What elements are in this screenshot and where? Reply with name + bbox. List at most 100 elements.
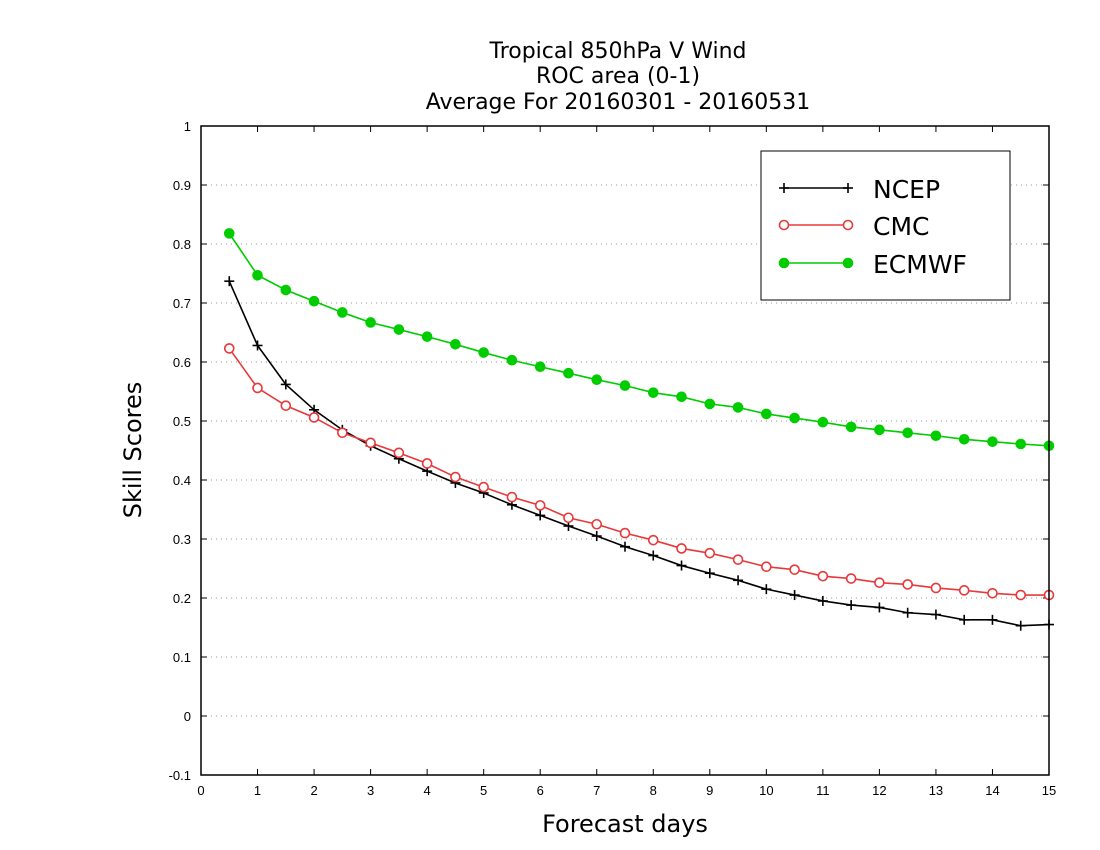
y-tick-label: 0.6 bbox=[173, 355, 191, 370]
y-tick-label: 0.7 bbox=[173, 296, 191, 311]
x-tick-label: 11 bbox=[816, 783, 830, 798]
data-point-cmc bbox=[223, 343, 235, 354]
data-point-ncep bbox=[930, 609, 941, 620]
data-point-ncep bbox=[224, 276, 235, 287]
data-point-cmc bbox=[308, 412, 320, 423]
x-tick-label: 5 bbox=[480, 783, 487, 798]
x-tick-label: 10 bbox=[759, 783, 773, 798]
data-point-ecmwf bbox=[280, 284, 292, 296]
data-point-cmc bbox=[761, 561, 772, 573]
data-point-ecmwf bbox=[563, 367, 574, 379]
data-point-ecmwf bbox=[845, 421, 857, 433]
x-tick-label: 14 bbox=[985, 783, 999, 798]
data-point-ecmwf bbox=[902, 427, 913, 439]
x-tick-label: 15 bbox=[1042, 783, 1056, 798]
data-point-cmc bbox=[704, 547, 716, 559]
legend-marker-ecmwf bbox=[778, 257, 790, 269]
data-point-ecmwf bbox=[223, 228, 235, 239]
series-line-cmc bbox=[228, 347, 1049, 596]
legend-label-ncep: NCEP bbox=[873, 175, 940, 204]
data-point-ecmwf bbox=[506, 354, 518, 366]
y-tick-label: 0.2 bbox=[173, 591, 191, 606]
y-tick-label: 0.5 bbox=[173, 414, 191, 429]
data-point-ncep bbox=[535, 510, 546, 521]
data-point-ecmwf bbox=[591, 374, 603, 386]
data-point-cmc bbox=[421, 458, 433, 469]
data-point-ncep bbox=[620, 541, 630, 552]
data-point-ncep bbox=[1015, 620, 1026, 631]
data-point-ncep bbox=[959, 614, 970, 625]
axis-ticks: -0.100.10.20.30.40.50.60.70.80.910 1 2 3 4 5 6… bbox=[169, 119, 1057, 798]
x-tick-label: 13 bbox=[929, 783, 943, 798]
data-point-ecmwf bbox=[789, 412, 800, 424]
legend-marker-ecmwf bbox=[842, 257, 854, 269]
data-point-ecmwf bbox=[817, 416, 829, 428]
data-point-cmc bbox=[337, 427, 348, 439]
data-point-cmc bbox=[958, 585, 970, 596]
data-point-ncep bbox=[817, 595, 828, 606]
data-point-ecmwf bbox=[252, 269, 263, 281]
data-point-cmc bbox=[647, 534, 659, 546]
data-point-cmc bbox=[506, 491, 518, 503]
data-point-ecmwf bbox=[647, 387, 659, 398]
data-point-cmc bbox=[591, 518, 603, 530]
series-ncep bbox=[224, 276, 1054, 631]
x-tick-label: 12 bbox=[872, 783, 886, 798]
data-point-ncep bbox=[987, 614, 998, 625]
data-point-cmc bbox=[874, 577, 885, 588]
series-ecmwf bbox=[223, 228, 1055, 452]
data-point-ncep bbox=[874, 602, 885, 613]
y-tick-label: 0.3 bbox=[173, 532, 191, 547]
x-tick-label: 1 bbox=[254, 783, 261, 798]
y-tick-label: 0 bbox=[184, 709, 191, 724]
data-point-cmc bbox=[930, 582, 942, 594]
legend-marker-cmc bbox=[842, 219, 854, 231]
plot-frame bbox=[200, 125, 1050, 776]
y-tick-label: -0.1 bbox=[169, 768, 191, 783]
x-tick-label: 3 bbox=[367, 783, 374, 798]
legend-marker-cmc bbox=[778, 219, 790, 231]
data-point-ecmwf bbox=[987, 436, 998, 447]
data-point-cmc bbox=[365, 437, 376, 449]
x-tick-label: 0 bbox=[197, 783, 204, 798]
data-point-ecmwf bbox=[619, 380, 631, 391]
x-tick-label: 7 bbox=[593, 783, 600, 798]
data-point-ncep bbox=[733, 575, 744, 586]
data-point-cmc bbox=[902, 579, 913, 590]
y-tick-label: 0.4 bbox=[173, 473, 191, 488]
data-point-cmc bbox=[393, 447, 405, 459]
data-point-ecmwf bbox=[930, 430, 942, 442]
x-tick-label: 2 bbox=[310, 783, 317, 798]
data-point-cmc bbox=[280, 400, 292, 411]
legend-label-ecmwf: ECMWF bbox=[873, 250, 967, 279]
data-point-ecmwf bbox=[874, 424, 885, 436]
chart-title-line-1: Tropical 850hPa V Wind bbox=[488, 39, 746, 64]
y-tick-label: 1 bbox=[184, 119, 191, 134]
data-point-ncep bbox=[704, 568, 715, 579]
data-point-ecmwf bbox=[478, 347, 489, 358]
legend-marker-ncep bbox=[779, 183, 789, 193]
data-point-ncep bbox=[648, 550, 659, 561]
data-point-ecmwf bbox=[1015, 438, 1027, 450]
data-point-cmc bbox=[676, 543, 687, 554]
data-point-cmc bbox=[817, 570, 829, 582]
x-axis-label: Forecast days bbox=[542, 810, 708, 838]
data-point-ncep bbox=[902, 607, 913, 618]
y-axis-label: Skill Scores bbox=[119, 382, 147, 519]
data-point-ncep bbox=[846, 600, 857, 611]
x-tick-label: 8 bbox=[650, 783, 657, 798]
y-tick-label: 0.8 bbox=[173, 237, 191, 252]
data-point-ecmwf bbox=[450, 339, 461, 350]
legend-label-cmc: CMC bbox=[873, 212, 929, 241]
data-point-cmc bbox=[619, 527, 631, 539]
chart-title-line-3: Average For 20160301 - 20160531 bbox=[426, 90, 811, 115]
legend-marks bbox=[778, 183, 854, 269]
data-point-ecmwf bbox=[421, 331, 433, 342]
legend-marker-ncep bbox=[843, 183, 853, 193]
data-point-ecmwf bbox=[337, 307, 348, 318]
data-point-ecmwf bbox=[761, 408, 772, 420]
data-series bbox=[223, 228, 1055, 631]
data-point-cmc bbox=[478, 481, 489, 493]
data-point-ecmwf bbox=[958, 433, 970, 445]
data-point-cmc bbox=[563, 512, 574, 524]
